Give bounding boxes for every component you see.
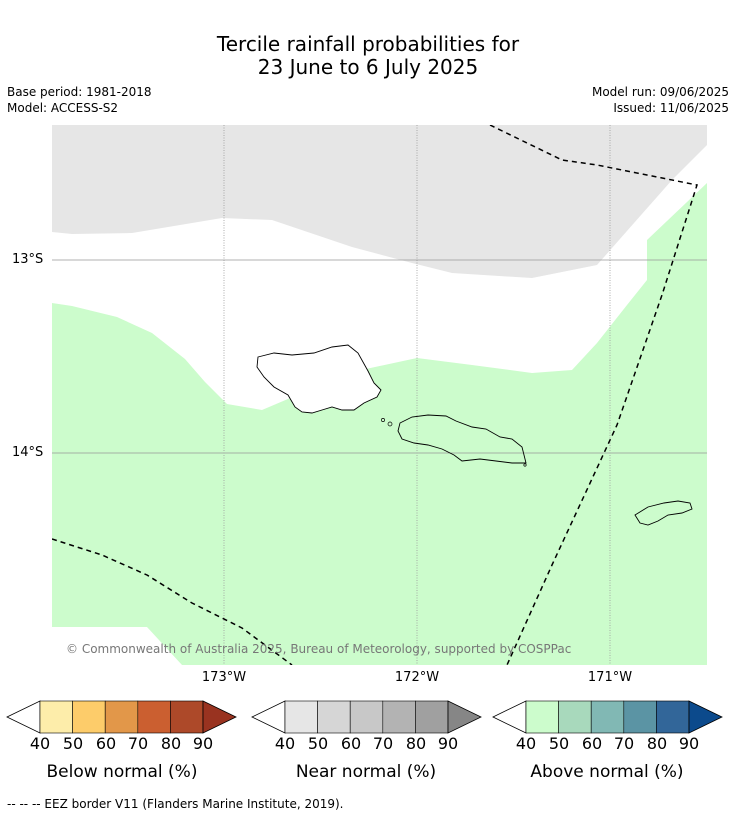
tick: 70: [613, 734, 635, 753]
tick: 40: [274, 734, 296, 753]
graticule: [52, 125, 707, 665]
tick: 90: [437, 734, 459, 753]
colorbar-extend-high: [688, 700, 723, 734]
tick: 50: [307, 734, 329, 753]
colorbar-extend-high: [202, 700, 237, 734]
upolu-island: [397, 414, 527, 464]
base-period: Base period: 1981-2018: [7, 85, 152, 99]
colorbar-swatch: [104, 700, 139, 734]
eez-legend: -- -- -- EEZ border V11 (Flanders Marine…: [7, 797, 344, 811]
near-normal-region: [52, 125, 707, 278]
chart-title-line1: Tercile rainfall probabilities for: [216, 32, 520, 56]
colorbar-swatch: [382, 700, 416, 734]
colorbar-swatch: [415, 700, 449, 734]
tick: 60: [581, 734, 603, 753]
colorbar-title-above: Above normal (%): [530, 762, 684, 782]
eez-border: [52, 125, 698, 665]
colorbar-above-normal-swatches: [492, 700, 723, 734]
colorbar-swatch: [39, 700, 73, 734]
tick: 80: [160, 734, 182, 753]
colorbar-near-normal-swatches: [251, 700, 482, 734]
lat-label-13s: 13°S: [12, 252, 44, 267]
tick: 70: [372, 734, 394, 753]
tick: 50: [62, 734, 84, 753]
colorbar-title-near: Near normal (%): [295, 762, 437, 782]
tick: 80: [405, 734, 427, 753]
colorbar-near-normal: [251, 700, 482, 734]
colorbar-swatch: [623, 700, 657, 734]
tick: 60: [340, 734, 362, 753]
chart-title-line2: 23 June to 6 July 2025: [257, 55, 479, 79]
lat-label-14s: 14°S: [12, 445, 44, 460]
lon-label-172w: 172°W: [394, 670, 440, 685]
tick: 90: [192, 734, 214, 753]
colorbar-swatch: [170, 700, 204, 734]
copyright-text: © Commonwealth of Australia 2025, Bureau…: [66, 642, 572, 656]
colorbar-extend-low: [492, 700, 527, 734]
colorbar-swatch: [590, 700, 625, 734]
tutuila-island: [634, 500, 693, 526]
colorbar-swatch: [349, 700, 384, 734]
colorbar-above-normal: [492, 700, 723, 734]
colorbar-swatch: [558, 700, 592, 734]
above-normal-region: [52, 183, 707, 665]
tick: 50: [548, 734, 570, 753]
colorbar-title-below: Below normal (%): [46, 762, 198, 782]
tick: 40: [515, 734, 537, 753]
colorbar-swatch: [317, 700, 351, 734]
tick: 60: [95, 734, 117, 753]
tick: 70: [127, 734, 149, 753]
lon-label-171w: 171°W: [587, 670, 633, 685]
tick: 90: [678, 734, 700, 753]
colorbar-swatch: [656, 700, 690, 734]
colorbar-extend-high: [447, 700, 482, 734]
colorbar-swatch: [137, 700, 171, 734]
savaii-island: [256, 344, 382, 414]
colorbar-below-normal-swatches: [6, 700, 237, 734]
colorbar-swatch: [284, 700, 318, 734]
issued-date: Issued: 11/06/2025: [613, 101, 729, 115]
model-run: Model run: 09/06/2025: [591, 85, 729, 99]
lon-label-173w: 173°W: [201, 670, 247, 685]
colorbar-below-normal: [6, 700, 237, 734]
forecast-map: [52, 125, 707, 665]
model-name: Model: ACCESS-S2: [7, 101, 119, 115]
tick: 80: [646, 734, 668, 753]
white-gap: [52, 125, 102, 138]
colorbar-swatch: [525, 700, 559, 734]
colorbar-swatch: [72, 700, 106, 734]
colorbar-extend-low: [251, 700, 286, 734]
colorbar-extend-low: [6, 700, 41, 734]
tick: 40: [29, 734, 51, 753]
